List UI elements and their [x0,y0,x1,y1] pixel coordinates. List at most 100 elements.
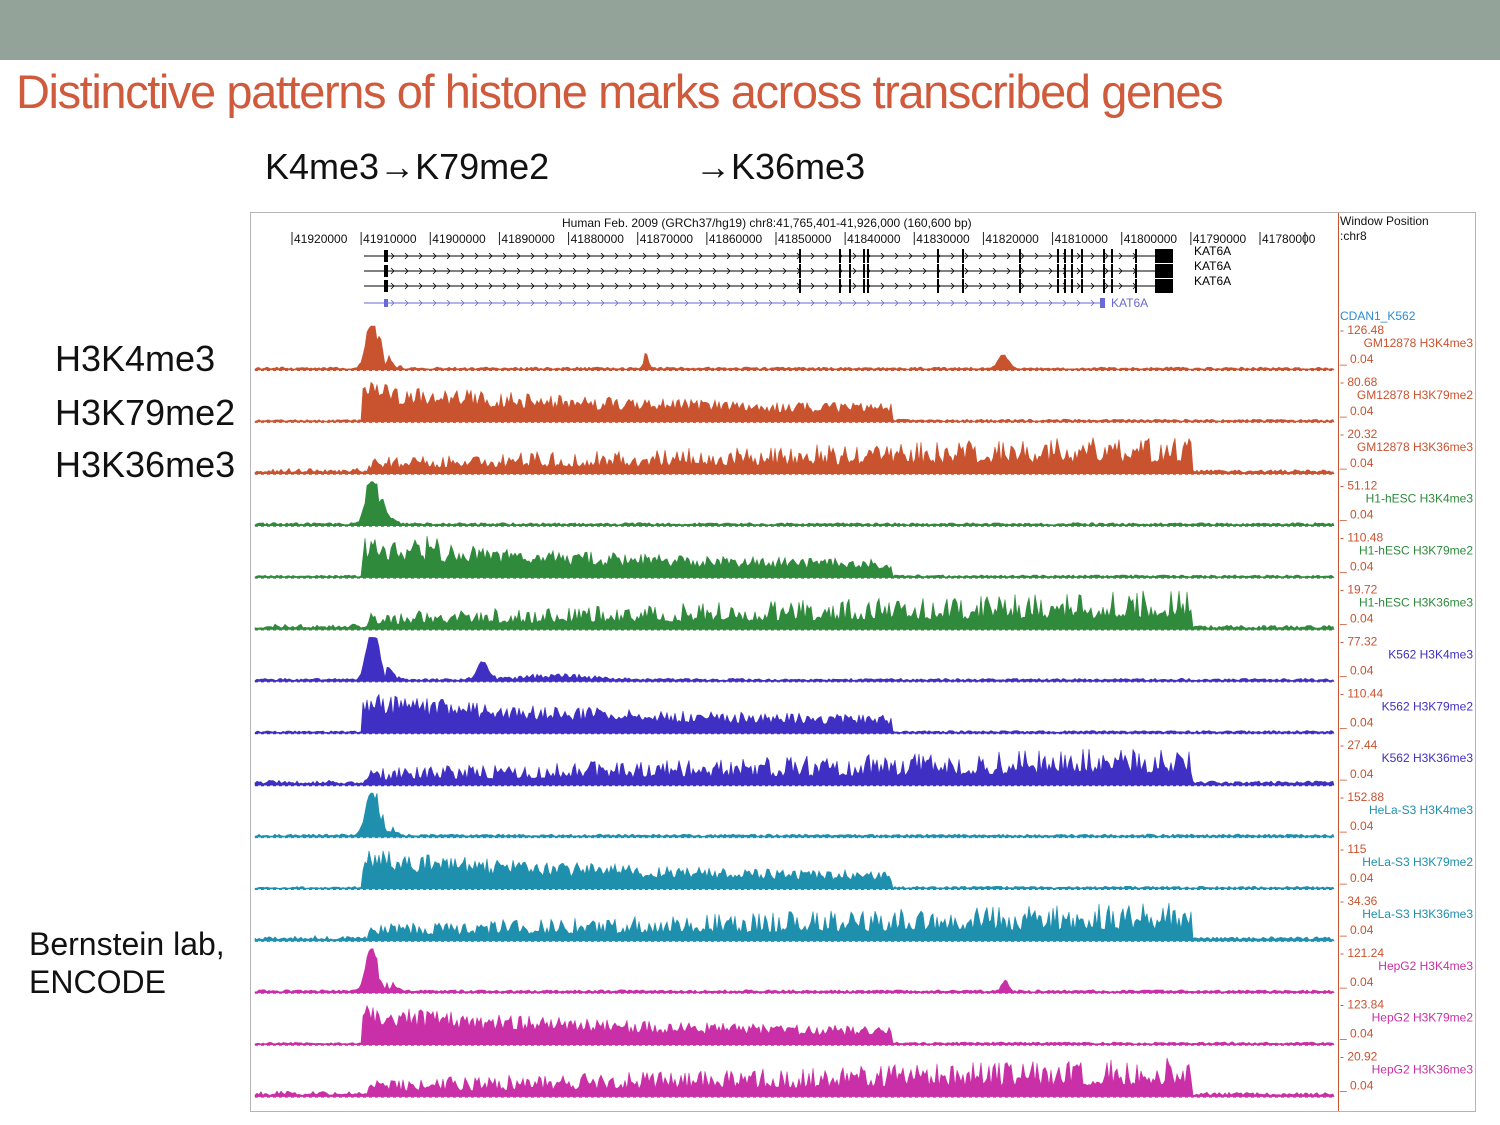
strand-arrow-icon [810,282,815,290]
strand-arrow-icon [586,282,591,290]
gene-exon [799,264,801,278]
gene-exon [867,249,869,263]
strand-arrow-icon [1048,267,1053,275]
signal-track-area [254,748,1335,786]
strand-arrow-icon [502,267,507,275]
strand-arrow-icon [1062,299,1067,307]
strand-arrow-icon [894,267,899,275]
track-scale-max: - 80.68 [1340,375,1378,389]
strand-arrow-icon [880,252,885,260]
signal-track-area [254,325,1335,371]
gene-exon [863,279,865,293]
browser-header: Human Feb. 2009 (GRCh37/hg19) chr8:41,76… [562,216,972,230]
strand-arrow-icon [642,299,647,307]
gene-exon [839,264,841,278]
strand-arrow-icon [530,282,535,290]
strand-arrow-icon [782,282,787,290]
signal-track-area [254,437,1335,475]
strand-arrow-icon [558,282,563,290]
strand-arrow-icon [628,252,633,260]
strand-arrow-icon [600,252,605,260]
strand-arrow-icon [936,299,941,307]
ruler-coordinate-label: 41890000 [501,232,555,246]
strand-arrow-icon [474,267,479,275]
slide-title: Distinctive patterns of histone marks ac… [16,65,1224,118]
strand-arrow-icon [600,282,605,290]
track-scale-max: - 152.88 [1340,790,1384,804]
track-name-label: HeLa-S3 H3K79me2 [1362,855,1473,869]
strand-arrow-icon [754,299,759,307]
ruler-coordinate-label: 41870000 [640,232,694,246]
strand-arrow-icon [810,299,815,307]
strand-arrow-icon [880,299,885,307]
strand-arrow-icon [1076,299,1081,307]
gene-label: KAT6A [1111,296,1148,310]
strand-arrow-icon [446,252,451,260]
strand-arrow-icon [418,267,423,275]
track-name-label: HepG2 H3K4me3 [1378,959,1473,973]
track-name-label: GM12878 H3K36me3 [1357,440,1473,454]
strand-arrow-icon [1090,267,1095,275]
signal-track-area [254,792,1335,838]
strand-arrow-icon [796,299,801,307]
genome-browser-svg: Human Feb. 2009 (GRCh37/hg19) chr8:41,76… [254,213,1473,1111]
strand-arrow-icon [1048,282,1053,290]
ruler-coordinate-label: 41820000 [985,232,1039,246]
signal-track-area [254,1057,1335,1097]
ruler-coordinate-label: 41910000 [363,232,417,246]
track-scale-min: _ 0.04 [1339,1027,1374,1041]
strand-arrow-icon [460,267,465,275]
strand-arrow-icon [446,299,451,307]
ruler-coordinate-label: 41800000 [1124,232,1178,246]
strand-arrow-icon [740,252,745,260]
strand-arrow-icon [460,252,465,260]
gene-exon [1081,264,1083,278]
strand-arrow-icon [432,267,437,275]
strand-arrow-icon [516,282,521,290]
strand-arrow-icon [852,282,857,290]
strand-arrow-icon [712,267,717,275]
strand-arrow-icon [894,282,899,290]
strand-arrow-icon [698,282,703,290]
strand-arrow-icon [1048,299,1053,307]
gene-exon [384,280,388,292]
gene-exon [937,279,939,293]
track-scale-min: _ 0.04 [1339,923,1374,937]
strand-arrow-icon [964,282,969,290]
strand-arrow-icon [502,252,507,260]
track-scale-min: _ 0.04 [1339,715,1374,729]
strand-arrow-icon [572,252,577,260]
strand-arrow-icon [544,282,549,290]
strand-arrow-icon [950,299,955,307]
strand-arrow-icon [880,282,885,290]
strand-arrow-icon [754,252,759,260]
strand-arrow-icon [516,267,521,275]
strand-arrow-icon [418,299,423,307]
track-scale-min: _ 0.04 [1339,1079,1374,1093]
signal-track-area [254,535,1335,578]
strand-arrow-icon [474,299,479,307]
ruler-coordinate-label: 41880000 [571,232,625,246]
strand-arrow-icon [404,282,409,290]
track-name-label: GM12878 H3K79me2 [1357,388,1473,402]
strand-arrow-icon [740,299,745,307]
strand-arrow-icon [404,267,409,275]
strand-arrow-icon [1090,252,1095,260]
track-scale-max: - 115 [1340,842,1367,856]
strand-arrow-icon [614,299,619,307]
gene-exon [863,249,865,263]
strand-arrow-icon [866,299,871,307]
strand-arrow-icon [852,299,857,307]
strand-arrow-icon [460,282,465,290]
strand-arrow-icon [852,267,857,275]
strand-arrow-icon [670,299,675,307]
gene-exon [867,264,869,278]
strand-arrow-icon [418,252,423,260]
strand-arrow-icon [992,299,997,307]
strand-arrow-icon [908,282,913,290]
strand-arrow-icon [824,252,829,260]
strand-arrow-icon [670,267,675,275]
track-name-label: H1-hESC H3K79me2 [1359,544,1473,558]
strand-arrow-icon [782,252,787,260]
strand-arrow-icon [1090,282,1095,290]
